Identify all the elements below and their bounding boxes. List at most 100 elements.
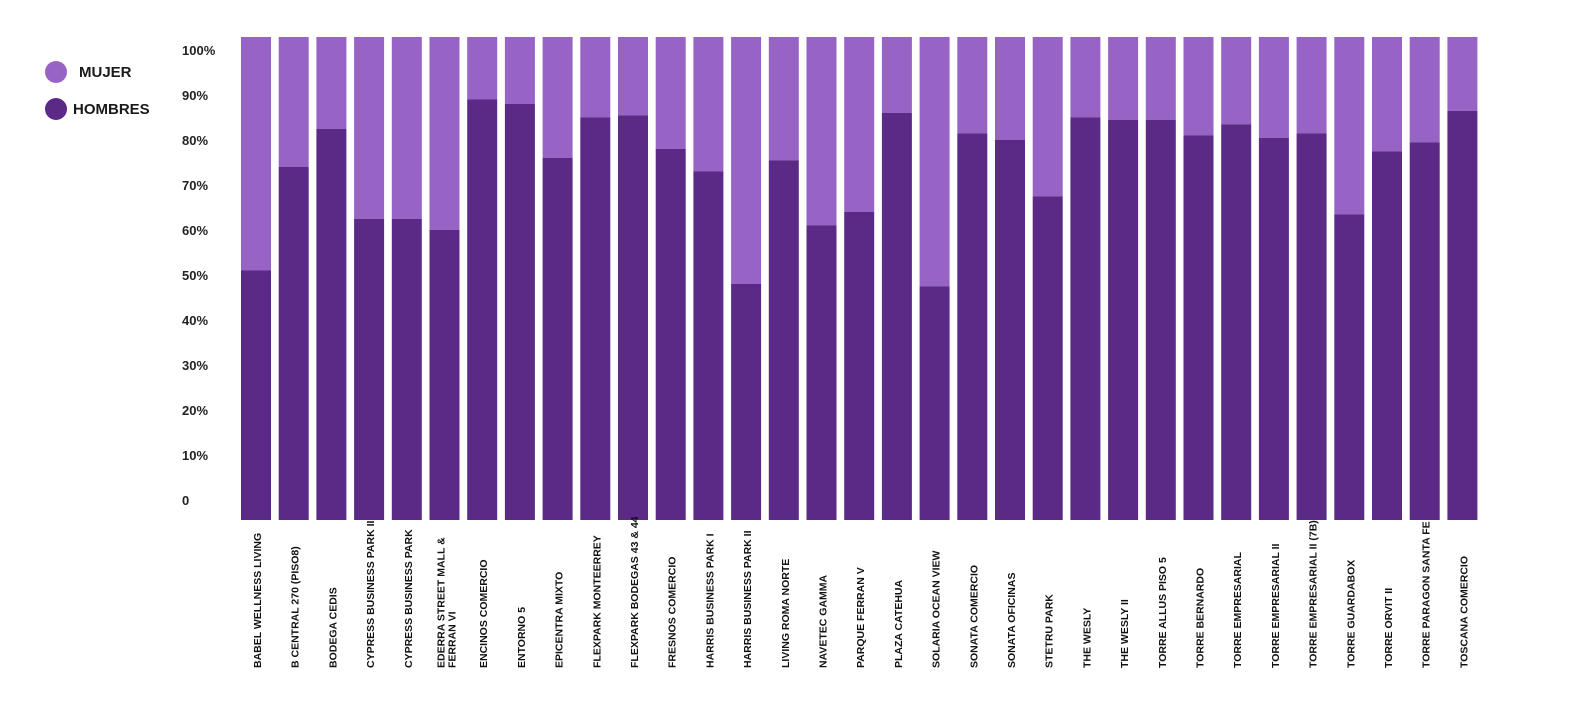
x-tick-label: SOLARIA OCEAN VIEW [931, 550, 943, 668]
bar-segment-mujer [844, 37, 875, 212]
x-tick-label: FRESNOS COMERCIO [667, 557, 679, 668]
y-tick-label: 50% [182, 268, 208, 283]
x-tick-label: TORRE EMPRESARIAL II [1270, 543, 1282, 668]
bar-series [241, 37, 1478, 520]
x-tick-label: PLAZA CATEHUA [893, 580, 905, 668]
bar-segment-hombres [1372, 151, 1402, 520]
bar-segment-mujer [1447, 37, 1478, 111]
bar-segment-mujer [806, 37, 837, 226]
y-tick-label: 40% [182, 313, 208, 328]
bar-segment-hombres [1447, 110, 1478, 520]
legend-swatch-mujer [45, 61, 67, 83]
x-tick-label: CYPRESS BUSINESS PARK II [365, 520, 377, 668]
bar-segment-mujer [1032, 37, 1063, 197]
bar-segment-mujer [542, 37, 573, 158]
y-tick-label: 100% [182, 43, 216, 58]
bar-segment-mujer [467, 37, 498, 100]
x-tick-label: THE WESLY [1081, 608, 1093, 668]
bar-segment-hombres [768, 160, 799, 520]
x-tick-label: STETRU PARK [1044, 594, 1056, 668]
bar-segment-mujer [1258, 37, 1289, 138]
x-tick-label: THE WESLY II [1119, 599, 1131, 668]
bar-segment-mujer [1334, 37, 1365, 215]
y-tick-label: 70% [182, 178, 208, 193]
x-tick-label: EDERRA STREET MALL &FERRAN VI [436, 537, 459, 668]
bar-segment-hombres [1183, 135, 1214, 520]
bar-segment-mujer [429, 37, 460, 230]
bar-segment-mujer [241, 37, 271, 271]
bar-segment-mujer [995, 37, 1025, 140]
bar-segment-mujer [881, 37, 912, 113]
x-tick-label: ENTORNO 5 [516, 607, 528, 668]
legend-item-mujer: MUJER [45, 61, 132, 83]
x-tick-label: HARRIS BUSINESS PARK II [742, 530, 754, 668]
bar-segment-mujer [1145, 37, 1176, 120]
bar-segment-mujer [1296, 37, 1327, 134]
bar-segment-hombres [618, 115, 648, 520]
bar-segment-mujer [1409, 37, 1440, 143]
bar-segment-mujer [1070, 37, 1101, 118]
bar-segment-hombres [316, 128, 347, 520]
bar-segment-hombres [542, 158, 573, 520]
bar-segment-mujer [1183, 37, 1214, 136]
bar-segment-hombres [1221, 124, 1252, 520]
bar-segment-hombres [1070, 117, 1101, 520]
bar-segment-mujer [655, 37, 686, 149]
x-tick-label: BABEL WELLNESS LIVING [252, 533, 264, 668]
x-tick-label: TORRE EMPRESARIAL II (7B) [1308, 520, 1320, 668]
bar-segment-mujer [1372, 37, 1402, 152]
y-tick-label: 20% [182, 403, 208, 418]
bar-segment-hombres [957, 133, 988, 520]
x-tick-label: NAVETEC GAMMA [818, 574, 830, 668]
bar-segment-hombres [1409, 142, 1440, 520]
x-tick-label: TORRE ORVIT II [1383, 588, 1395, 668]
bar-segment-mujer [1221, 37, 1252, 125]
x-tick-label: TORRE ALLUS PISO 5 [1157, 557, 1169, 668]
bar-segment-hombres [354, 218, 385, 520]
x-tick-label: SONATA COMERCIO [968, 565, 980, 668]
bar-segment-mujer [391, 37, 422, 219]
x-tick-label: LIVING ROMA NORTE [780, 559, 792, 668]
legend-label-hombres: HOMBRES [73, 100, 150, 118]
bar-segment-mujer [316, 37, 347, 129]
bar-segment-hombres [1145, 119, 1176, 520]
bar-segment-hombres [731, 284, 762, 520]
x-tick-label: BODEGA CEDIS [327, 587, 339, 668]
bar-segment-hombres [693, 171, 724, 520]
x-tick-label: TORRE PARAGON SANTA FE [1421, 521, 1433, 668]
y-tick-label: 60% [182, 223, 208, 238]
bar-segment-hombres [919, 286, 950, 520]
bar-segment-mujer [731, 37, 762, 284]
bar-segment-hombres [655, 149, 686, 520]
bar-segment-mujer [618, 37, 648, 116]
bar-segment-mujer [1108, 37, 1139, 120]
bar-segment-hombres [995, 140, 1025, 520]
bar-segment-hombres [1258, 137, 1289, 520]
y-axis: 0 10% 20% 30% 40% 50% 60% 70% 80% 90% 100% [182, 43, 216, 508]
x-tick-label: ENCINOS COMERCIO [478, 559, 490, 668]
bar-segment-hombres [1296, 133, 1327, 520]
bar-segment-hombres [1108, 119, 1139, 520]
y-tick-label: 10% [182, 448, 208, 463]
bar-segment-mujer [504, 37, 535, 104]
bar-segment-mujer [768, 37, 799, 161]
bar-segment-mujer [278, 37, 309, 167]
x-tick-label: TOSCANA COMERCIO [1458, 556, 1470, 668]
x-axis: BABEL WELLNESS LIVING B CENTRAL 270 (PISO… [252, 516, 1470, 668]
bar-segment-hombres [278, 167, 309, 520]
legend-item-hombres: HOMBRES [45, 98, 150, 120]
x-tick-label: HARRIS BUSINESS PARK I [704, 533, 716, 668]
bar-segment-hombres [806, 225, 837, 520]
bar-segment-hombres [580, 117, 611, 520]
x-tick-label: FLEXPARK BODEGAS 43 & 44 [629, 516, 641, 668]
x-tick-label: B CENTRAL 270 (PISO8) [290, 546, 302, 668]
x-tick-label: TORRE GUARDABOX [1345, 560, 1357, 668]
x-tick-label: TORRE EMPRESARIAL [1232, 552, 1244, 668]
bar-segment-hombres [844, 212, 875, 520]
bar-segment-hombres [881, 113, 912, 520]
bar-segment-hombres [504, 104, 535, 520]
y-tick-label: 0 [182, 493, 189, 508]
bar-segment-hombres [429, 230, 460, 520]
x-tick-label: TORRE BERNARDO [1195, 568, 1207, 668]
